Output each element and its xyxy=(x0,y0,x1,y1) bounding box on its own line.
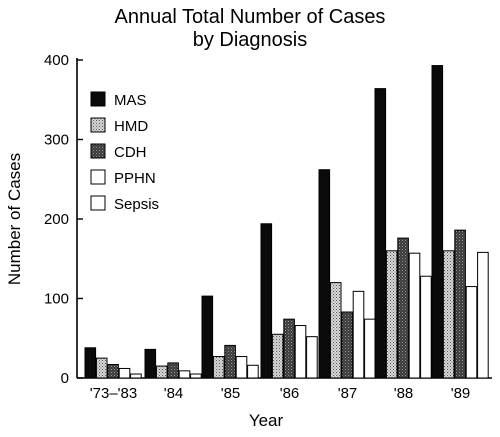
bar-sepsis-4 xyxy=(364,318,376,379)
bar-cdh-3 xyxy=(283,318,295,379)
bar-sepsis-5 xyxy=(420,275,432,379)
x-tick-label: '85 xyxy=(221,385,241,402)
bar-pphn-5 xyxy=(408,252,421,379)
y-tick-label: 200 xyxy=(44,211,69,228)
bar-sepsis-1 xyxy=(190,373,202,379)
bar-pphn-2 xyxy=(235,356,248,379)
bars xyxy=(84,65,489,379)
legend-swatch-cdh xyxy=(90,143,106,159)
bar-sepsis-2 xyxy=(247,364,259,379)
y-tick-label: 300 xyxy=(44,132,69,149)
bar-pphn-4 xyxy=(352,290,365,379)
x-axis-label: Year xyxy=(249,411,284,430)
bar-mas-0 xyxy=(84,347,97,379)
x-tick-label: '84 xyxy=(164,385,184,402)
bar-sepsis-3 xyxy=(306,336,318,379)
bar-pphn-0 xyxy=(118,367,131,379)
bar-hmd-3 xyxy=(271,333,284,379)
bar-hmd-1 xyxy=(155,365,168,379)
bar-pphn-1 xyxy=(178,370,191,379)
legend-label-cdh: CDH xyxy=(114,144,147,161)
x-tick-labels: '73–'83 '84 '85 '86 '87 '88 '89 xyxy=(90,385,471,402)
legend-label-pphn: PPHN xyxy=(114,170,156,187)
y-axis-label: Number of Cases xyxy=(5,153,24,285)
legend-swatch-sepsis xyxy=(90,195,106,211)
bar-cdh-6 xyxy=(454,229,466,379)
legend-label-hmd: HMD xyxy=(114,118,148,135)
bar-sepsis-0 xyxy=(130,373,142,379)
legend: MAS HMD CDH PPHN Sepsis xyxy=(90,91,159,213)
y-tick-label: 0 xyxy=(61,370,69,387)
bar-mas-1 xyxy=(144,348,157,379)
x-tick-label: '86 xyxy=(280,385,300,402)
bar-mas-4 xyxy=(318,169,331,379)
bar-hmd-4 xyxy=(329,282,342,379)
y-tick-labels: 0 100 200 300 400 xyxy=(44,52,69,387)
legend-label-sepsis: Sepsis xyxy=(114,196,159,213)
chart-title: Annual Total Number of Cases xyxy=(115,6,386,28)
bar-hmd-2 xyxy=(212,356,225,379)
x-tick-label: '87 xyxy=(338,385,358,402)
legend-swatch-pphn xyxy=(90,169,106,185)
legend-swatch-hmd xyxy=(90,117,106,133)
y-tick-label: 400 xyxy=(44,52,69,69)
x-tick-label: '89 xyxy=(451,385,471,402)
bar-mas-3 xyxy=(260,223,273,379)
bar-sepsis-6 xyxy=(477,251,489,379)
bar-cdh-1 xyxy=(167,362,179,379)
legend-label-mas: MAS xyxy=(114,92,147,109)
bar-mas-2 xyxy=(201,295,214,379)
bar-cdh-5 xyxy=(397,237,409,379)
bar-pphn-3 xyxy=(294,325,307,379)
bar-mas-5 xyxy=(374,88,387,379)
bar-hmd-0 xyxy=(95,357,108,379)
bar-cdh-0 xyxy=(107,363,119,379)
bar-pphn-6 xyxy=(465,286,478,379)
y-tick-label: 100 xyxy=(44,291,69,308)
chart-subtitle: by Diagnosis xyxy=(193,29,308,51)
bar-cdh-2 xyxy=(224,344,236,379)
legend-swatch-mas xyxy=(90,91,106,107)
bar-hmd-5 xyxy=(385,250,398,379)
bar-cdh-4 xyxy=(341,311,353,379)
bar-hmd-6 xyxy=(442,250,455,379)
bar-mas-6 xyxy=(431,65,444,379)
x-tick-label: '88 xyxy=(394,385,414,402)
x-tick-label: '73–'83 xyxy=(90,385,137,402)
